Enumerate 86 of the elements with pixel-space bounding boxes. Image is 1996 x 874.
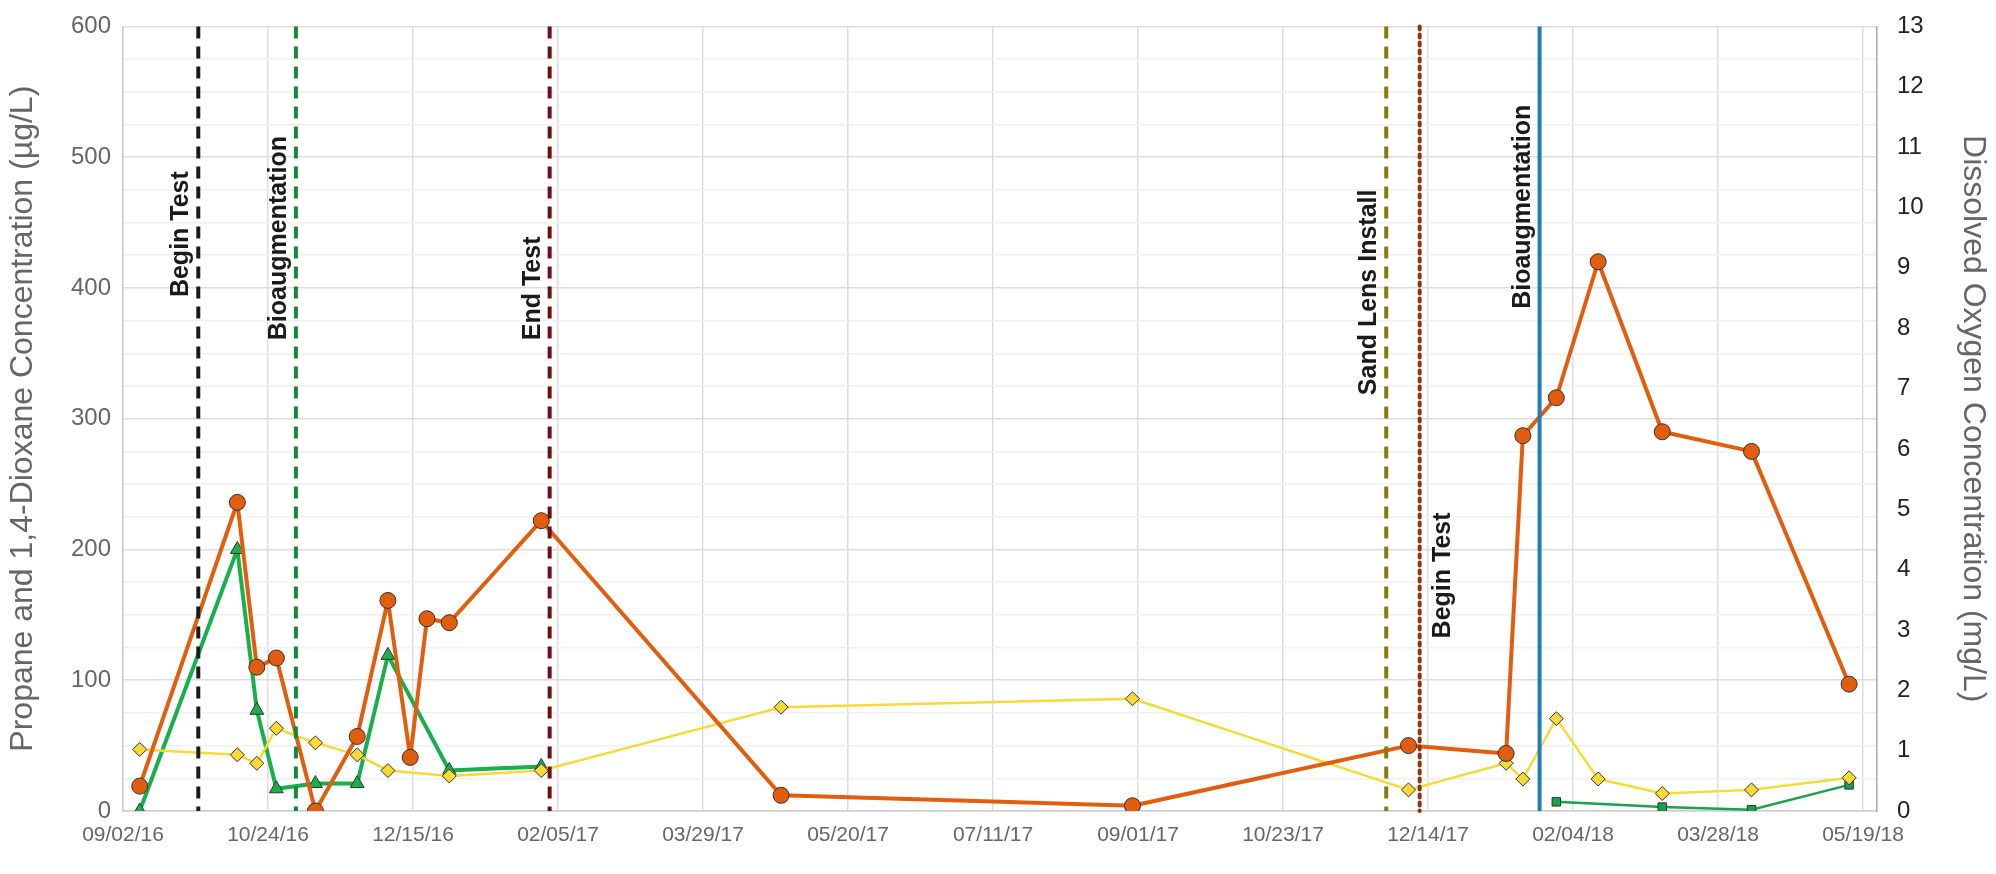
point [1743, 442, 1761, 460]
point [228, 493, 246, 511]
y2-tick-label: 1 [1897, 735, 1911, 763]
ref-line-label: Begin Test [165, 170, 194, 298]
point [349, 747, 365, 763]
point [131, 777, 149, 795]
point [1840, 675, 1858, 693]
x-tick-label: 02/05/17 [517, 822, 599, 846]
ref-line-label: Sand Lens Install [1353, 189, 1382, 396]
y2-tick-label: 13 [1897, 11, 1924, 39]
x-tick-label: 05/20/17 [807, 822, 889, 846]
point [1654, 786, 1670, 801]
ref-line-label: Bioaugmentation [262, 136, 291, 341]
point [440, 614, 458, 632]
y2-tick-label: 3 [1897, 614, 1911, 642]
point [1401, 782, 1417, 798]
y2-tick-label: 6 [1897, 433, 1911, 461]
x-tick-label: 09/02/16 [82, 822, 164, 846]
point [268, 720, 284, 736]
point [533, 763, 549, 779]
x-tick-label: 07/11/17 [952, 822, 1034, 846]
point [307, 735, 323, 751]
point [1514, 427, 1532, 445]
y2-axis-title: Dissolved Oxygen Concentration (mg/L) [1956, 135, 1993, 703]
point [348, 727, 366, 745]
y2-tick-label: 7 [1897, 373, 1911, 401]
point [1590, 771, 1606, 787]
y-tick-label: 600 [70, 11, 111, 39]
y2-tick-label: 5 [1897, 493, 1911, 521]
y2-tick-label: 11 [1897, 131, 1922, 159]
point [268, 780, 284, 794]
y2-tick-label: 0 [1897, 795, 1911, 823]
point [380, 646, 396, 660]
y2-tick-label: 10 [1897, 192, 1924, 220]
x-tick-label: 12/15/16 [372, 822, 454, 846]
point [1551, 797, 1562, 807]
point [249, 755, 265, 771]
point [401, 748, 419, 766]
y-tick-label: 0 [97, 795, 111, 823]
y-axis-title: Propane and 1,4-Dioxane Concentration (µg/L) [3, 85, 40, 752]
point [349, 775, 365, 789]
point [380, 763, 396, 779]
x-tick-label: 10/24/16 [227, 822, 309, 846]
x-tick-label: 10/23/17 [1242, 822, 1324, 846]
point [532, 512, 550, 530]
point [1841, 770, 1857, 786]
point [1124, 691, 1140, 707]
x-tick-label: 12/14/17 [1387, 822, 1469, 846]
x-tick-label: 03/29/17 [662, 822, 744, 846]
point [1589, 253, 1607, 271]
y2-tick-label: 4 [1897, 554, 1911, 582]
point [1497, 744, 1515, 762]
point [1653, 423, 1671, 441]
point [441, 768, 457, 784]
y2-tick-label: 9 [1897, 252, 1911, 280]
x-tick-label: 09/01/17 [1097, 822, 1179, 846]
point [1657, 802, 1668, 811]
ref-line-label: Bioaugmentation [1506, 104, 1535, 309]
point [229, 747, 245, 763]
point [1547, 389, 1565, 407]
point [267, 649, 285, 667]
ref-line-label: End Test [516, 235, 545, 341]
x-tick-label: 03/28/18 [1677, 822, 1759, 846]
x-tick-label: 05/19/18 [1822, 822, 1904, 846]
point [772, 786, 790, 804]
y2-tick-label: 8 [1897, 312, 1911, 340]
point [773, 699, 789, 715]
point [1515, 771, 1531, 787]
point [248, 658, 266, 676]
y-tick-label: 500 [70, 141, 111, 169]
point [132, 741, 148, 757]
ref-line-label: Begin Test [1426, 511, 1455, 639]
point [418, 610, 436, 628]
y2-tick-label: 2 [1897, 674, 1911, 702]
y-tick-label: 300 [70, 403, 111, 431]
point [1744, 782, 1760, 798]
y-tick-label: 200 [70, 534, 111, 562]
y-tick-label: 100 [70, 664, 111, 692]
y2-tick-label: 12 [1897, 71, 1924, 99]
point [1548, 711, 1564, 727]
point [1400, 737, 1418, 755]
x-tick-label: 02/04/18 [1532, 822, 1614, 846]
point [1123, 797, 1141, 811]
point [249, 701, 265, 715]
point [379, 591, 397, 609]
y-tick-label: 400 [70, 272, 111, 300]
